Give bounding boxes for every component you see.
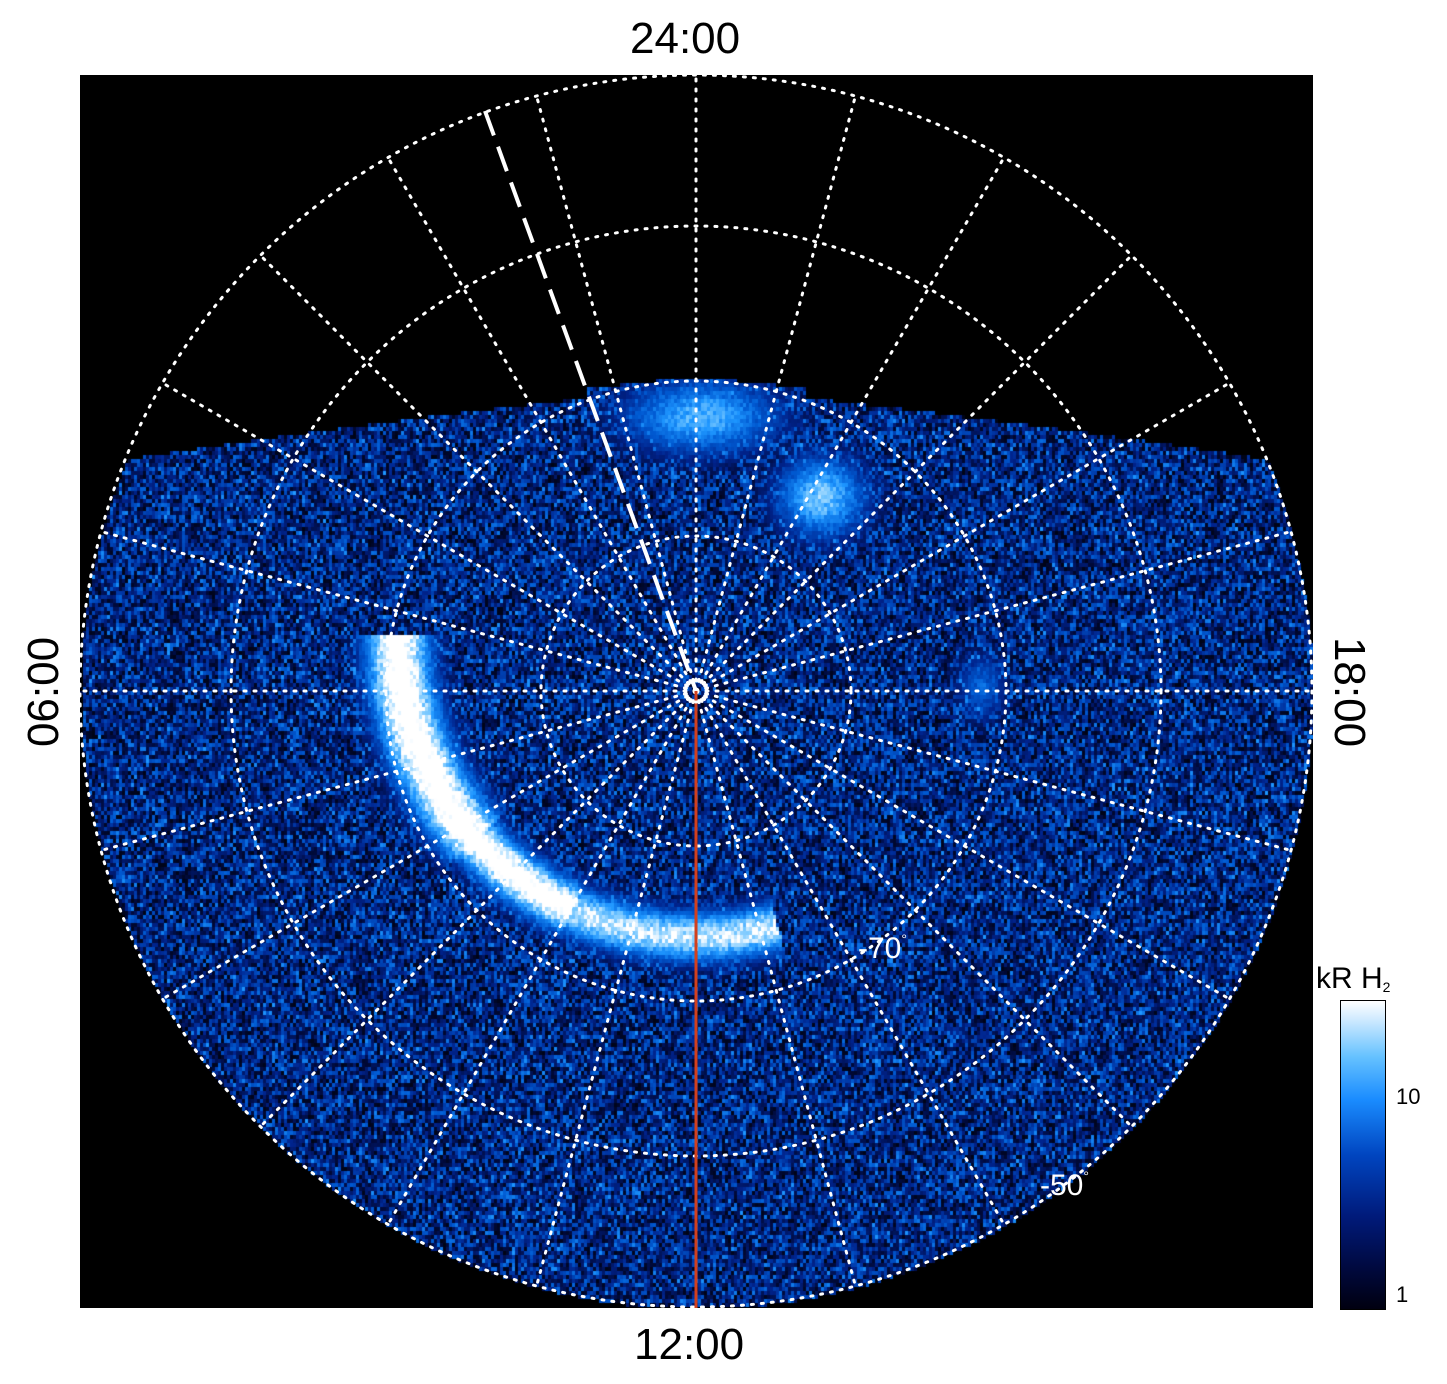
- meridian-line: [535, 94, 698, 693]
- meridian-line: [694, 530, 1293, 693]
- meridian-line: [694, 381, 1231, 693]
- latitude-label-50: -50°: [1040, 1168, 1089, 1202]
- meridian-line: [99, 530, 698, 693]
- colorbar: [1340, 1000, 1386, 1310]
- colorbar-tick-10: 10: [1396, 1084, 1421, 1109]
- local-time-label-noon: 12:00: [634, 1320, 745, 1369]
- colorbar-title: kR H2: [1316, 962, 1391, 995]
- local-time-label-dusk: 18:00: [1325, 636, 1374, 748]
- meridian-line: [694, 94, 857, 693]
- meridian-line: [694, 689, 1231, 1001]
- meridian-line: [694, 253, 1134, 693]
- meridian-line: [258, 253, 698, 693]
- latitude-label-70: -70°: [858, 931, 907, 965]
- meridian-line: [694, 156, 1006, 693]
- meridian-line: [258, 689, 698, 1129]
- colorbar-tick-1: 1: [1396, 1282, 1409, 1307]
- local-time-label-midnight: 24:00: [630, 14, 741, 63]
- meridian-line: [161, 689, 698, 1001]
- meridian-line: [386, 156, 698, 693]
- meridian-line: [535, 689, 698, 1288]
- polar-grid-overlay: -70° -50°: [80, 75, 1313, 1308]
- meridian-line: [694, 689, 857, 1288]
- latitude-circle: [80, 75, 1313, 1308]
- meridian-line: [694, 689, 1134, 1129]
- meridian-line: [694, 689, 1006, 1226]
- meridian-line: [386, 689, 698, 1226]
- meridian-line: [694, 689, 1293, 852]
- dashed-meridian-line: [483, 110, 698, 692]
- aurora-polar-projection: -70° -50°: [80, 75, 1313, 1308]
- pole-marker: [683, 678, 709, 704]
- local-time-label-dawn: 06:00: [19, 636, 68, 748]
- meridian-line: [99, 689, 698, 852]
- meridian-line: [161, 381, 698, 693]
